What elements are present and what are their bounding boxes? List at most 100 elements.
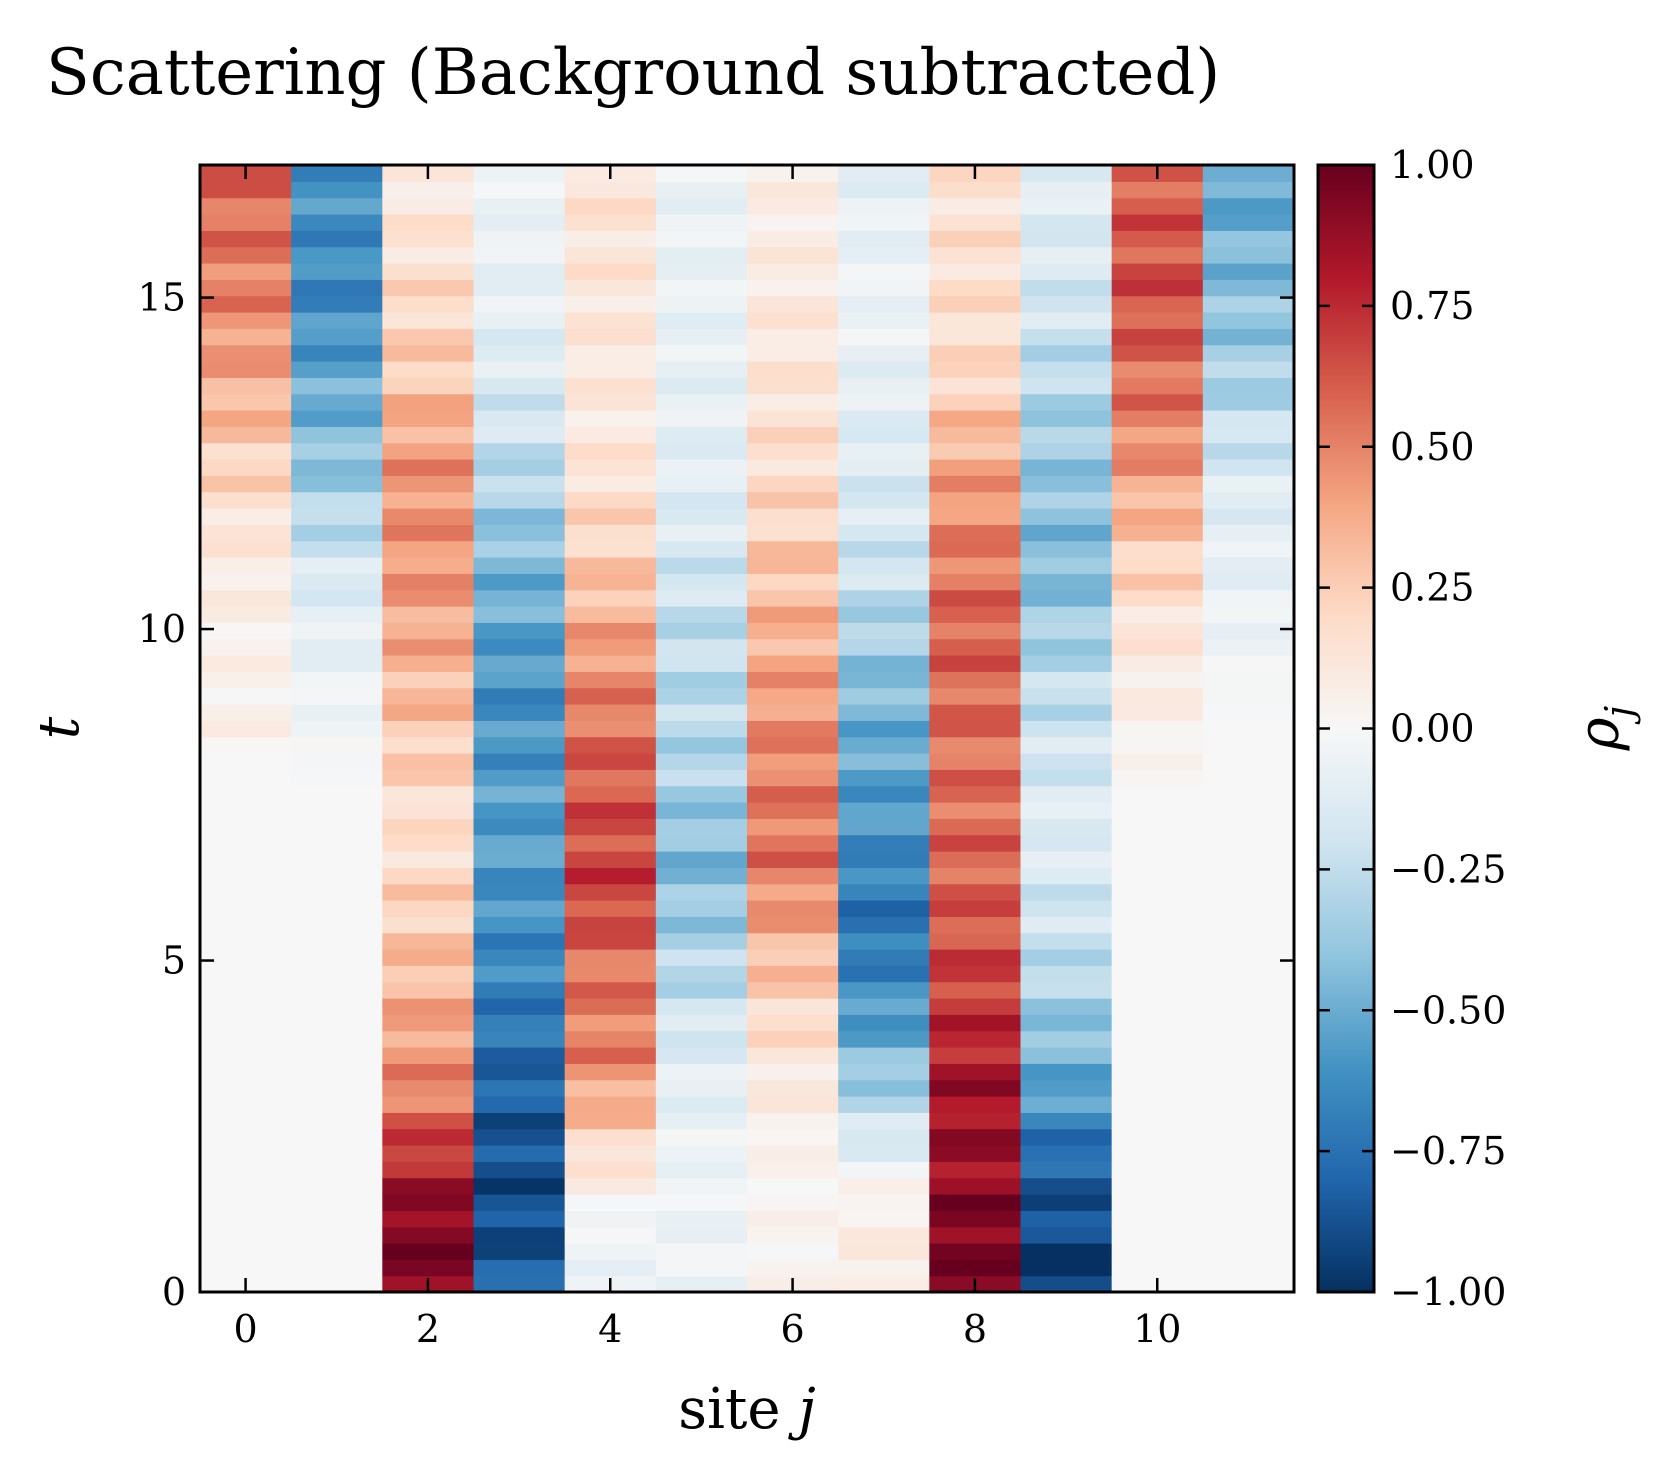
heatmap-cell xyxy=(929,1243,1022,1260)
heatmap-cell xyxy=(1202,312,1295,329)
heatmap-cell xyxy=(382,328,475,346)
heatmap-cell xyxy=(1202,1014,1295,1032)
heatmap-cell xyxy=(382,638,475,656)
heatmap-cell xyxy=(382,181,475,199)
heatmap-cell xyxy=(1020,1161,1113,1179)
heatmap-cell xyxy=(747,1177,839,1195)
heatmap-cell xyxy=(382,442,475,460)
heatmap-cell xyxy=(1202,1243,1295,1260)
heatmap-cell xyxy=(929,1161,1022,1179)
heatmap-cell xyxy=(838,328,930,346)
heatmap-cell xyxy=(747,932,839,950)
heatmap-cell xyxy=(291,965,383,983)
heatmap-cell xyxy=(838,279,930,297)
heatmap-cell xyxy=(1111,785,1204,803)
heatmap-cell xyxy=(655,736,748,754)
heatmap-cell xyxy=(564,230,657,248)
heatmap-cell xyxy=(473,214,566,231)
heatmap-cell xyxy=(1020,230,1113,248)
heatmap-cell xyxy=(747,442,839,460)
heatmap-cell xyxy=(1111,524,1204,542)
heatmap-cell xyxy=(1020,1194,1113,1211)
heatmap-cell xyxy=(291,1014,383,1032)
heatmap-cell xyxy=(1202,1275,1295,1293)
heatmap-cell xyxy=(929,426,1022,444)
heatmap-cell xyxy=(291,197,383,215)
heatmap-cell xyxy=(382,687,475,705)
heatmap-cell xyxy=(1202,965,1295,983)
heatmap-cell xyxy=(1202,377,1295,395)
heatmap-cell xyxy=(200,197,292,215)
heatmap-cell xyxy=(291,900,383,917)
heatmap-cell xyxy=(564,573,657,591)
heatmap-cell xyxy=(200,704,292,721)
heatmap-cell xyxy=(382,1177,475,1195)
heatmap-cell xyxy=(929,818,1022,836)
heatmap-cell xyxy=(200,1226,292,1244)
heatmap-cell xyxy=(655,998,748,1015)
heatmap-cell xyxy=(291,1128,383,1146)
heatmap-cell xyxy=(1111,459,1204,476)
heatmap-cell xyxy=(200,1112,292,1130)
heatmap-cell xyxy=(200,312,292,329)
heatmap-cell xyxy=(929,949,1022,966)
heatmap-cell xyxy=(382,867,475,885)
heatmap-cell xyxy=(929,981,1022,999)
heatmap-cell xyxy=(200,622,292,640)
heatmap-cell xyxy=(1111,818,1204,836)
heatmap-cell xyxy=(838,638,930,656)
heatmap-cell xyxy=(382,834,475,852)
heatmap-cell xyxy=(564,557,657,574)
heatmap-cell xyxy=(564,1226,657,1244)
heatmap-cell xyxy=(200,557,292,574)
heatmap-cell xyxy=(382,736,475,754)
heatmap-cell xyxy=(747,230,839,248)
heatmap-cell xyxy=(200,540,292,558)
heatmap-cell xyxy=(655,557,748,574)
heatmap-cell xyxy=(838,361,930,378)
heatmap-cell xyxy=(291,230,383,248)
heatmap-cell xyxy=(382,214,475,231)
heatmap-cell xyxy=(1111,1047,1204,1064)
heatmap-cell xyxy=(1020,1145,1113,1162)
heatmap-cell xyxy=(1020,1096,1113,1113)
x-axis-label: site j xyxy=(678,1377,815,1442)
heatmap-cell xyxy=(564,622,657,640)
heatmap-cell xyxy=(838,1226,930,1244)
heatmap-cell xyxy=(291,606,383,623)
heatmap-cell xyxy=(1202,361,1295,378)
heatmap-cell xyxy=(655,459,748,476)
heatmap-cell xyxy=(929,802,1022,819)
heatmap-cell xyxy=(1111,687,1204,705)
heatmap-cell xyxy=(200,671,292,689)
heatmap-cell xyxy=(1202,589,1295,607)
heatmap-cell xyxy=(655,949,748,966)
heatmap-cell xyxy=(382,981,475,999)
heatmap-cell xyxy=(1111,1096,1204,1113)
heatmap-cell xyxy=(929,197,1022,215)
heatmap-cell xyxy=(473,638,566,656)
heatmap-cell xyxy=(200,802,292,819)
heatmap-cell xyxy=(200,442,292,460)
heatmap-cell xyxy=(1202,916,1295,934)
heatmap-cell xyxy=(838,312,930,329)
heatmap-cell xyxy=(382,753,475,770)
heatmap-cell xyxy=(1020,1275,1113,1293)
heatmap-cell xyxy=(564,295,657,313)
heatmap-cell xyxy=(291,638,383,656)
heatmap-cell xyxy=(1202,197,1295,215)
heatmap-cell xyxy=(564,883,657,901)
heatmap-cell xyxy=(655,687,748,705)
heatmap-cell xyxy=(1111,704,1204,721)
heatmap-cell xyxy=(291,475,383,493)
heatmap-cell xyxy=(747,1161,839,1179)
heatmap-cell xyxy=(1202,867,1295,885)
heatmap-cell xyxy=(1020,671,1113,689)
heatmap-cell xyxy=(1020,475,1113,493)
heatmap-cell xyxy=(382,573,475,591)
heatmap-cell xyxy=(382,655,475,672)
heatmap-cell xyxy=(382,1096,475,1113)
heatmap-cell xyxy=(838,540,930,558)
heatmap-cell xyxy=(929,916,1022,934)
heatmap-cell xyxy=(291,263,383,280)
